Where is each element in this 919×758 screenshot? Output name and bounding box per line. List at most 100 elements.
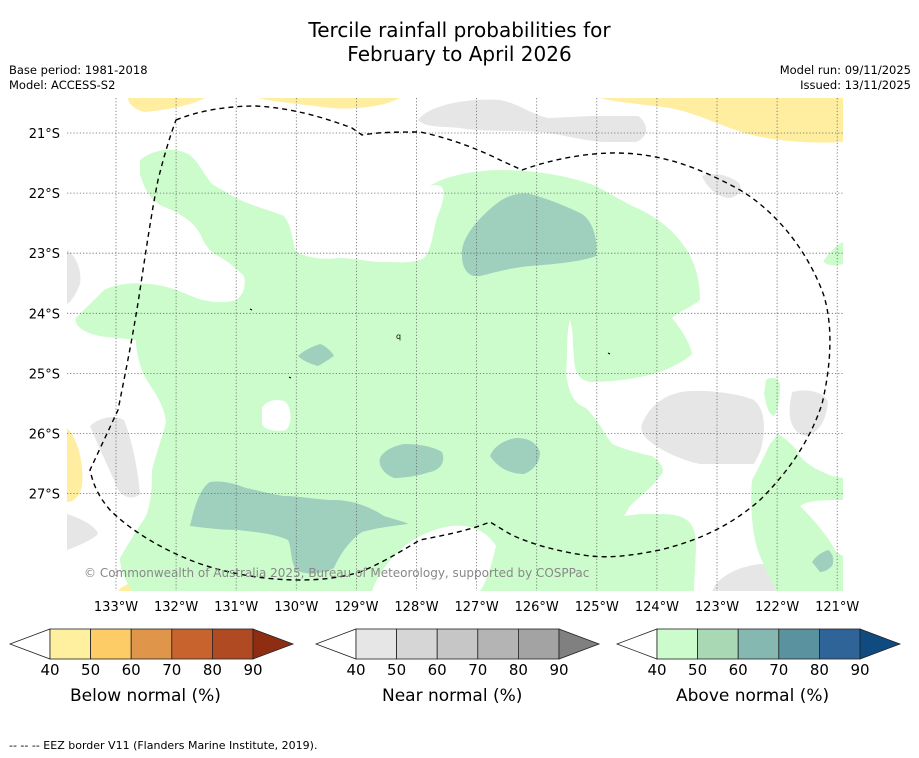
colorbar-tick-label: 40 <box>40 661 59 679</box>
colorbar-over-triangle <box>558 628 601 660</box>
colorbar-over-triangle <box>859 628 902 660</box>
lon-label: 131°W <box>214 600 258 615</box>
title-line-1: Tercile rainfall probabilities for <box>308 18 611 42</box>
colorbar-segment <box>396 628 438 660</box>
gridlines <box>67 98 843 591</box>
map-marker-dot-2 <box>288 376 292 379</box>
lon-label: 123°W <box>695 600 739 615</box>
colorbar-tick-label: 50 <box>81 661 100 679</box>
colorbar-segment <box>436 628 479 660</box>
colorbar-tick-label: 80 <box>203 661 222 679</box>
colorbar-under-triangle <box>8 628 51 660</box>
near-normal-region-far-east <box>789 390 828 436</box>
below-normal-region-top-right <box>600 98 843 143</box>
copyright-text: © Commonwealth of Australia 2025, Bureau… <box>84 566 589 580</box>
meta-right: Model run: 09/11/2025 Issued: 13/11/2025 <box>780 63 911 93</box>
below-normal-region-top-mid <box>258 98 400 109</box>
colorbar-segment <box>697 628 739 660</box>
lon-label: 127°W <box>455 600 499 615</box>
colorbar-tick-label: 50 <box>387 661 406 679</box>
model-name: Model: ACCESS-S2 <box>9 78 116 92</box>
colorbar-tick-label: 60 <box>428 661 447 679</box>
colorbar-segment <box>818 628 861 660</box>
above-normal-region-north <box>461 193 597 277</box>
lat-label: 27°S <box>29 488 60 503</box>
colorbar-tick-label: 80 <box>509 661 528 679</box>
colorbar-tick-label: 90 <box>549 661 568 679</box>
lon-label: 125°W <box>575 600 619 615</box>
colorbar-tick-label: 70 <box>769 661 788 679</box>
map-marker-dot-1 <box>249 308 253 311</box>
colorbar-segment <box>171 628 213 660</box>
colorbar-under-triangle <box>314 628 357 660</box>
lat-label: 25°S <box>29 367 60 382</box>
near-normal-region-left-lower <box>90 417 140 498</box>
above-normal-region-small-west <box>298 344 334 366</box>
model-run: Model run: 09/11/2025 <box>779 63 911 77</box>
eez-footer-note: -- -- -- EEZ border V11 (Flanders Marine… <box>9 739 318 752</box>
colorbar-tick-label: 90 <box>243 661 262 679</box>
colorbar-above-normal: 40 50 60 70 80 90 <box>615 626 915 716</box>
lon-label: 122°W <box>755 600 799 615</box>
near-normal-region-top <box>418 99 647 142</box>
meta-left: Base period: 1981-2018 Model: ACCESS-S2 <box>9 63 148 93</box>
near-normal-region-east <box>641 390 764 464</box>
lon-label: 128°W <box>394 600 438 615</box>
colorbar-above-normal-label: Above normal (%) <box>676 686 830 706</box>
colorbar-over-triangle <box>252 628 295 660</box>
colorbar-above-normal-svg: 40 50 60 70 80 90 <box>615 628 902 679</box>
above-normal-region-southwest <box>190 481 408 574</box>
colorbar-tick-label: 60 <box>122 661 141 679</box>
colorbar-near-normal-svg: 40 50 60 70 80 90 <box>314 628 601 679</box>
colorbar-tick-label: 60 <box>729 661 748 679</box>
colorbar-tick-label: 40 <box>346 661 365 679</box>
colorbar-segment <box>49 628 91 660</box>
colorbar-below-normal-label: Below normal (%) <box>70 686 221 706</box>
colorbar-tick-label: 70 <box>468 661 487 679</box>
lat-label: 24°S <box>29 307 60 322</box>
colorbar-segment <box>778 628 820 660</box>
colorbar-tick-label: 50 <box>688 661 707 679</box>
colorbar-segment <box>355 628 397 660</box>
above-normal-region-east-tiny <box>764 377 780 416</box>
colorbar-segment <box>737 628 780 660</box>
colorbar-below-normal: 40 50 60 70 80 90 <box>8 626 308 716</box>
colorbar-segment <box>656 628 698 660</box>
near-normal-region-upper-right <box>702 174 741 198</box>
colorbar-under-triangle <box>615 628 658 660</box>
colorbar-tick-label: 90 <box>850 661 869 679</box>
lon-label: 124°W <box>635 600 679 615</box>
below-normal-region-left <box>67 428 83 502</box>
colorbar-segment <box>130 628 173 660</box>
colorbar-tick-label: 70 <box>162 661 181 679</box>
title-line-2: February to April 2026 <box>347 42 572 66</box>
above-normal-region-central-south <box>379 444 444 478</box>
map-panel: q © Commonwealth of Australia 2025, Bure… <box>67 98 843 591</box>
near-normal-region-left-upper <box>67 250 81 304</box>
above-normal-region-far-east <box>824 242 843 266</box>
map-marker-q: q <box>396 332 401 341</box>
map-title: Tercile rainfall probabilities for Febru… <box>0 18 919 66</box>
above-normal-region-southeast-tiny <box>812 550 834 572</box>
longitude-labels: 133°W 132°W 131°W 130°W 129°W 128°W 127°W 126°W… <box>94 600 860 615</box>
above-normal-region-east-strip <box>751 434 843 591</box>
colorbar-tick-label: 40 <box>647 661 666 679</box>
colorbar-below-normal-svg: 40 50 60 70 80 90 <box>8 628 295 679</box>
below-normal-region-top-left <box>128 98 205 112</box>
lat-label: 21°S <box>29 127 60 142</box>
lat-label: 23°S <box>29 247 60 262</box>
colorbar-segment <box>90 628 132 660</box>
lat-label: 22°S <box>29 187 60 202</box>
colorbar-segment <box>477 628 519 660</box>
lon-label: 129°W <box>334 600 378 615</box>
colorbar-tick-label: 80 <box>810 661 829 679</box>
above-normal-region-east-central <box>490 438 540 474</box>
lat-label: 26°S <box>29 428 60 443</box>
lon-label: 133°W <box>94 600 138 615</box>
latitude-labels: 21°S 22°S 23°S 24°S 25°S 26°S 27°S <box>29 127 60 503</box>
lon-label: 126°W <box>515 600 559 615</box>
eez-border-line <box>89 105 831 581</box>
colorbar-segment <box>211 628 254 660</box>
colorbar-near-normal: 40 50 60 70 80 90 <box>314 626 614 716</box>
